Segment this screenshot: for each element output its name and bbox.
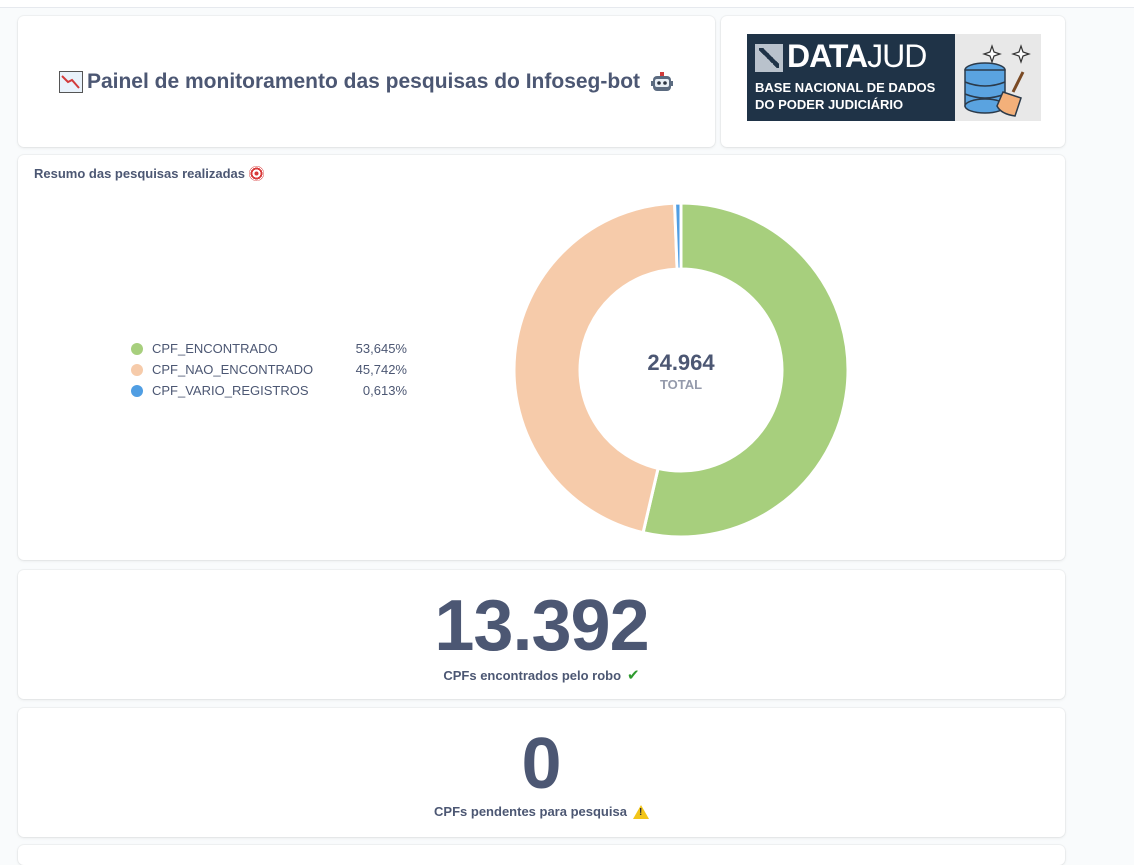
donut-total-value: 24.964	[647, 350, 715, 375]
chart-decreasing-icon	[58, 70, 83, 93]
page-title-text: Painel de monitoramento das pesquisas do…	[86, 69, 641, 93]
donut-slice-cpf-encontrado[interactable]	[641, 201, 850, 539]
legend-dot	[131, 363, 143, 376]
donut-chart: 24.964 TOTAL	[512, 201, 850, 539]
legend-percent: 53,645%	[355, 341, 407, 356]
donut-total-label: TOTAL	[660, 377, 702, 392]
datajud-logo: DATAJUD BASE NACIONAL DE DADOS DO PODER …	[747, 34, 1041, 121]
robot-icon	[651, 71, 674, 91]
donut-slice-cpf-vario-registros[interactable]	[673, 201, 683, 271]
target-icon	[248, 166, 264, 181]
found-value: 13.392	[434, 586, 649, 666]
legend-dot	[131, 342, 143, 355]
donut-slice-cpf-nao-encontrado[interactable]	[512, 201, 679, 535]
page-title: Painel de monitoramento das pesquisas do…	[58, 69, 674, 94]
chart-legend: CPF_ENCONTRADO 53,645% CPF_NAO_ENCONTRAD…	[131, 338, 407, 401]
legend-label: CPF_ENCONTRADO	[152, 341, 278, 356]
legend-percent: 45,742%	[355, 362, 407, 377]
pending-kpi-card: 0 CPFs pendentes para pesquisa	[18, 708, 1065, 837]
legend-item[interactable]: CPF_VARIO_REGISTROS 0,613%	[131, 380, 407, 401]
legend-item[interactable]: CPF_NAO_ENCONTRADO 45,742%	[131, 359, 407, 380]
summary-card: Resumo das pesquisas realizadas CPF_ENCO…	[18, 155, 1065, 560]
legend-label: CPF_NAO_ENCONTRADO	[152, 362, 314, 377]
legend-percent: 0,613%	[362, 383, 407, 398]
pending-value: 0	[521, 724, 562, 804]
pending-label: CPFs pendentes para pesquisa	[18, 804, 1065, 819]
legend-item[interactable]: CPF_ENCONTRADO 53,645%	[131, 338, 407, 359]
legend-dot	[131, 384, 143, 397]
logo-card: DATAJUD BASE NACIONAL DE DADOS DO PODER …	[721, 16, 1065, 147]
found-label: CPFs encontrados pelo robo ✔	[443, 667, 640, 684]
top-bar	[0, 0, 1134, 8]
found-kpi-card: 13.392 CPFs encontrados pelo robo ✔	[18, 570, 1065, 699]
datajud-mark-icon	[755, 44, 783, 72]
logo-brand: DATAJUD	[787, 38, 927, 74]
logo-subtitle: BASE NACIONAL DE DADOS DO PODER JUDICIÁR…	[755, 80, 936, 112]
next-card	[18, 845, 1065, 865]
title-card: Painel de monitoramento das pesquisas do…	[18, 16, 715, 147]
database-broom-icon	[955, 34, 1041, 121]
summary-title: Resumo das pesquisas realizadas	[34, 166, 264, 181]
warning-icon	[632, 804, 649, 819]
legend-label: CPF_VARIO_REGISTROS	[152, 383, 309, 398]
check-mark-icon: ✔	[627, 667, 640, 684]
